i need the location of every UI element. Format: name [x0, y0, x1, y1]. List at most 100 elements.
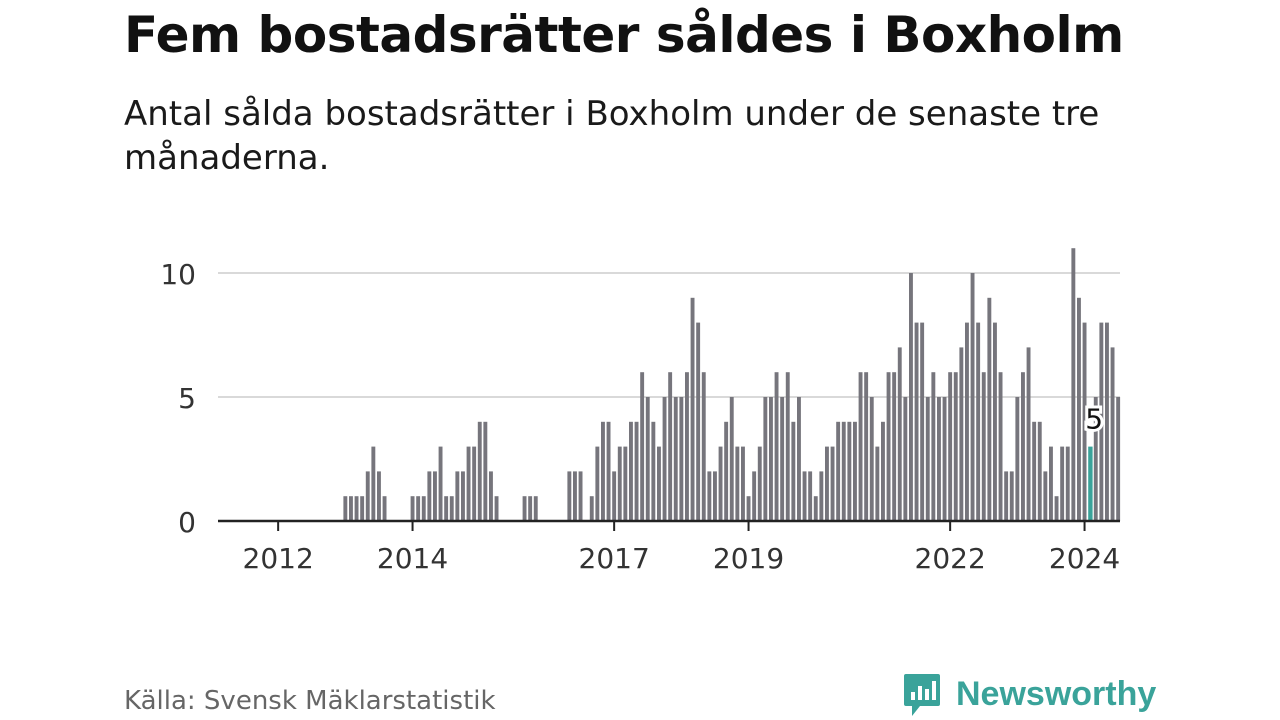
- bar: [970, 273, 975, 521]
- bar: [769, 397, 773, 521]
- bar: [433, 471, 437, 521]
- bar: [696, 322, 701, 521]
- bar: [965, 322, 969, 521]
- bar: [1116, 397, 1121, 521]
- bar: [836, 421, 841, 521]
- x-tick-label: 2024: [1049, 542, 1120, 575]
- bar: [1004, 471, 1009, 521]
- bar: [1082, 322, 1087, 521]
- bar: [606, 421, 611, 521]
- bar: [953, 372, 958, 521]
- bar: [427, 471, 432, 521]
- bar: [1060, 446, 1065, 521]
- bar: [987, 297, 992, 521]
- x-tick-label: 2014: [377, 542, 448, 575]
- bar: [729, 397, 734, 521]
- bar: [685, 372, 689, 521]
- bar: [998, 372, 1003, 521]
- bar: [578, 471, 583, 521]
- y-tick-label: 10: [160, 258, 196, 291]
- bar: [825, 446, 829, 521]
- bar: [892, 372, 897, 521]
- bar: [869, 397, 874, 521]
- bar: [707, 471, 712, 521]
- bar: [1099, 322, 1104, 521]
- bar: [931, 372, 936, 521]
- bar: [858, 372, 863, 521]
- bar: [1093, 397, 1098, 521]
- bar: [455, 471, 460, 521]
- bar: [421, 496, 426, 521]
- x-tick-label: 2012: [243, 542, 314, 575]
- x-tick-label: 2019: [713, 542, 784, 575]
- bar: [785, 372, 790, 521]
- bar: [1110, 347, 1115, 521]
- bar: [438, 446, 443, 521]
- bar: [416, 496, 421, 521]
- bar: [774, 372, 779, 521]
- bar: [343, 496, 348, 521]
- bar: [780, 397, 785, 521]
- bar: [875, 446, 880, 521]
- bar: [477, 421, 482, 521]
- bar: [533, 496, 538, 521]
- bar: [1065, 446, 1070, 521]
- bar: [713, 471, 717, 521]
- bar: [808, 471, 813, 521]
- bar: [673, 397, 678, 521]
- bar: [651, 421, 656, 521]
- chart-subtitle: Antal sålda bostadsrätter i Boxholm unde…: [124, 94, 1100, 178]
- bar: [617, 446, 622, 521]
- bar: [897, 347, 902, 521]
- bar: [662, 397, 667, 521]
- bar: [1077, 297, 1081, 521]
- bar: [1009, 471, 1014, 521]
- bar: [735, 446, 740, 521]
- bar: [640, 372, 645, 521]
- brand-name: Newsworthy: [956, 674, 1157, 713]
- bar-highlight: [1088, 446, 1093, 521]
- bar: [701, 372, 706, 521]
- bar: [612, 471, 617, 521]
- bar: [819, 471, 824, 521]
- bar: [1071, 248, 1076, 521]
- bar: [528, 496, 533, 521]
- bar: [1015, 397, 1020, 521]
- highlight-value-label: 5: [1085, 403, 1103, 436]
- bar: [914, 322, 919, 521]
- bar: [847, 421, 852, 521]
- bar: [668, 372, 673, 521]
- bar: [1021, 372, 1025, 521]
- bar: [937, 397, 941, 521]
- bar: [657, 446, 661, 521]
- bar: [1054, 496, 1059, 521]
- bar: [382, 496, 387, 521]
- bar: [1043, 471, 1048, 521]
- bar: [925, 397, 930, 521]
- bar: [981, 372, 986, 521]
- bar: [573, 471, 577, 521]
- bar: [1105, 322, 1109, 521]
- source-note: Källa: Svensk Mäklarstatistik: [124, 686, 496, 716]
- bar: [791, 421, 796, 521]
- bar: [802, 471, 807, 521]
- bar: [942, 397, 947, 521]
- bar: [494, 496, 499, 521]
- bar: [623, 446, 628, 521]
- bar: [349, 496, 353, 521]
- bar: [629, 421, 633, 521]
- chart-title: Fem bostadsrätter såldes i Boxholm: [124, 6, 1124, 64]
- bar: [589, 496, 594, 521]
- brand-logo: Newsworthy: [902, 670, 1156, 718]
- bar: [1037, 421, 1042, 521]
- newsworthy-logo-icon: [904, 674, 940, 716]
- bar: [864, 372, 869, 521]
- y-tick-label: 5: [178, 382, 196, 415]
- bar: [371, 446, 376, 521]
- bar: [718, 446, 723, 521]
- bar: [1026, 347, 1031, 521]
- x-tick-label: 2017: [579, 542, 650, 575]
- bar: [601, 421, 605, 521]
- bar: [1032, 421, 1037, 521]
